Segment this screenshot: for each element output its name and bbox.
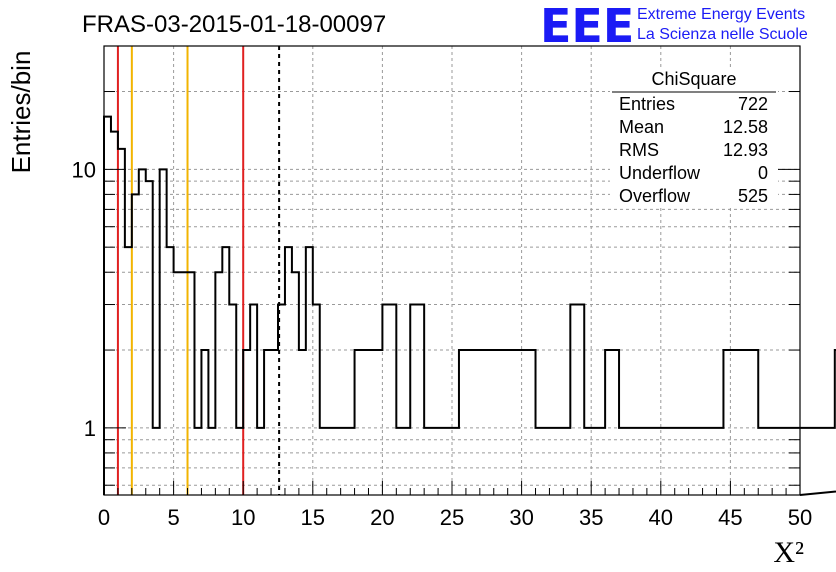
x-tick-label: 25 — [440, 505, 464, 530]
stats-value-overflow: 525 — [738, 186, 768, 206]
x-tick-label: 50 — [788, 505, 812, 530]
stats-value-entries: 722 — [738, 94, 768, 114]
stats-value-mean: 12.58 — [723, 117, 768, 137]
stats-label-rms: RMS — [619, 140, 659, 160]
stats-label-mean: Mean — [619, 117, 664, 137]
eee-logo-mark: EEE — [540, 0, 634, 53]
axes: 0 5 10 15 20 25 30 35 40 45 50 1 10 — [72, 45, 812, 530]
x-axis-title: X² — [773, 536, 804, 569]
stats-title: ChiSquare — [651, 69, 736, 89]
stats-box: ChiSquare Entries 722 Mean 12.58 RMS 12.… — [610, 67, 778, 207]
x-tick-label: 45 — [718, 505, 742, 530]
y-tick-label: 1 — [84, 416, 96, 441]
x-tick-label: 40 — [649, 505, 673, 530]
y-axis-title: Entries/bin — [6, 51, 36, 174]
histogram-step-line — [103, 115, 836, 496]
x-tick-label: 0 — [98, 505, 110, 530]
x-tick-label: 15 — [301, 505, 325, 530]
stats-label-overflow: Overflow — [619, 186, 691, 206]
stats-box-background — [610, 67, 778, 207]
stats-value-underflow: 0 — [758, 163, 768, 183]
eee-logo: EEE Extreme Energy Events La Scienza nel… — [540, 0, 808, 53]
eee-logo-line2: La Scienza nelle Scuole — [637, 26, 808, 43]
x-tick-label: 10 — [231, 505, 255, 530]
x-tick-label: 5 — [167, 505, 179, 530]
chart-title: FRAS-03-2015-01-18-00097 — [82, 11, 386, 38]
x-tick-label: 35 — [579, 505, 603, 530]
stats-label-underflow: Underflow — [619, 163, 701, 183]
x-tick-label: 30 — [509, 505, 533, 530]
stats-label-entries: Entries — [619, 94, 675, 114]
histogram-series — [103, 115, 836, 496]
eee-logo-line1: Extreme Energy Events — [637, 6, 805, 23]
stats-value-rms: 12.93 — [723, 140, 768, 160]
x-tick-label: 20 — [370, 505, 394, 530]
y-tick-label: 10 — [72, 157, 96, 182]
